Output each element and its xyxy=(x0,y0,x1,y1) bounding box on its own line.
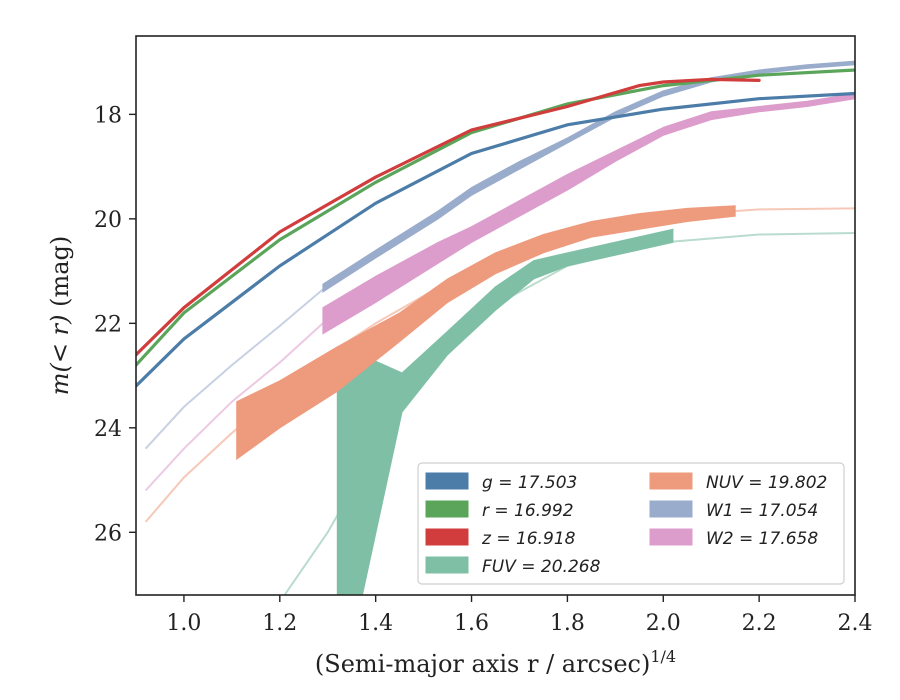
legend-swatch-FUV xyxy=(425,556,469,574)
x-tick-label-7: 2.4 xyxy=(838,611,873,636)
y-tick-label-4: 26 xyxy=(94,521,122,546)
series-NUV-band xyxy=(236,205,736,461)
x-tick-label-6: 2.2 xyxy=(742,611,777,636)
legend-label-r: r = 16.992 xyxy=(482,501,574,521)
series-W2-band xyxy=(322,92,855,335)
legend-swatch-r xyxy=(425,500,469,518)
series-g-line xyxy=(136,91,855,388)
x-tick-label-3: 1.6 xyxy=(454,611,489,636)
legend-swatch-W2 xyxy=(649,528,693,546)
series-FUV-band xyxy=(336,228,674,595)
y-tick-label-2: 22 xyxy=(94,312,122,337)
legend-label-NUV: NUV = 19.802 xyxy=(706,473,827,493)
series-W1-band xyxy=(322,60,855,293)
series-z-line xyxy=(136,77,761,357)
legend-swatch-NUV xyxy=(649,472,693,490)
x-tick-label-2: 1.4 xyxy=(358,611,393,636)
series-W2-extrapolation xyxy=(144,322,324,492)
legend-label-g: g = 17.503 xyxy=(482,473,577,493)
legend-label-z: z = 16.918 xyxy=(481,529,576,549)
x-tick-label-1: 1.2 xyxy=(262,611,297,636)
legend-label-W2: W2 = 17.658 xyxy=(706,529,818,549)
legend-swatch-g xyxy=(425,472,469,490)
y-tick-label-3: 24 xyxy=(94,417,122,442)
series-W1-extrapolation xyxy=(144,288,324,450)
x-tick-label-5: 2.0 xyxy=(646,611,681,636)
legend: g = 17.503 r = 16.992 z = 16.918 FUV = 20.2… xyxy=(417,462,845,585)
x-axis-label: (Semi-major axis r / arcsec)1/4 xyxy=(315,647,676,678)
legend-label-FUV: FUV = 20.268 xyxy=(482,557,601,577)
x-tick-label-0: 1.0 xyxy=(166,611,201,636)
y-tick-label-0: 18 xyxy=(94,103,122,128)
legend-label-W1: W1 = 17.054 xyxy=(706,501,818,521)
y-axis-label: m(< r) (mag) xyxy=(46,236,74,396)
x-tick-label-4: 1.8 xyxy=(550,611,585,636)
legend-swatch-W1 xyxy=(649,500,693,518)
plot-frame xyxy=(135,35,856,596)
legend-box xyxy=(417,462,845,585)
plot-area xyxy=(136,60,855,595)
legend-swatch-z xyxy=(425,528,469,546)
y-tick-label-1: 20 xyxy=(94,208,122,233)
